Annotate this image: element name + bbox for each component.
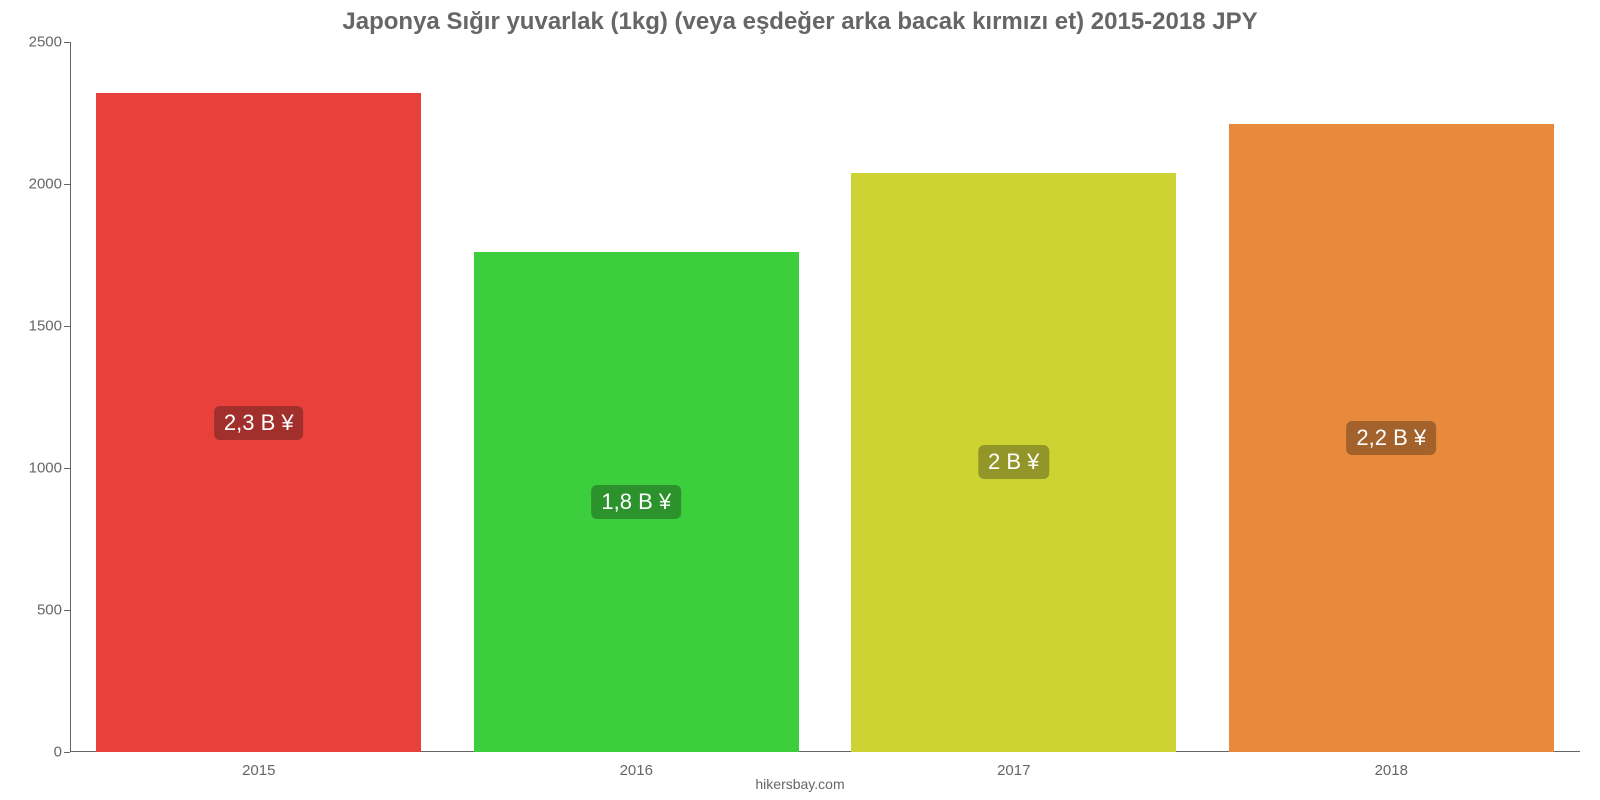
bar-value-label: 2,2 B ¥: [1346, 421, 1436, 455]
bars-layer: 2,3 B ¥ 1,8 B ¥ 2 B ¥ 2,2 B ¥: [70, 42, 1580, 752]
bar-value-label: 1,8 B ¥: [591, 485, 681, 519]
x-tick-label: 2015: [242, 752, 275, 779]
bar-value-label: 2,3 B ¥: [214, 406, 304, 440]
bar-value-label: 2 B ¥: [978, 445, 1049, 479]
plot-area: 05001000150020002500 2015201620172018 2,…: [70, 42, 1580, 752]
bar: 1,8 B ¥: [474, 252, 799, 752]
y-tick-mark: [64, 752, 70, 753]
credit-text: hikersbay.com: [0, 776, 1600, 792]
x-tick-label: 2016: [620, 752, 653, 779]
bar: 2 B ¥: [851, 173, 1176, 752]
bar-chart: Japonya Sığır yuvarlak (1kg) (veya eşdeğ…: [0, 0, 1600, 800]
bar: 2,2 B ¥: [1229, 124, 1554, 752]
x-tick-label: 2017: [997, 752, 1030, 779]
bar: 2,3 B ¥: [96, 93, 421, 752]
chart-title: Japonya Sığır yuvarlak (1kg) (veya eşdeğ…: [0, 8, 1600, 36]
x-tick-label: 2018: [1375, 752, 1408, 779]
